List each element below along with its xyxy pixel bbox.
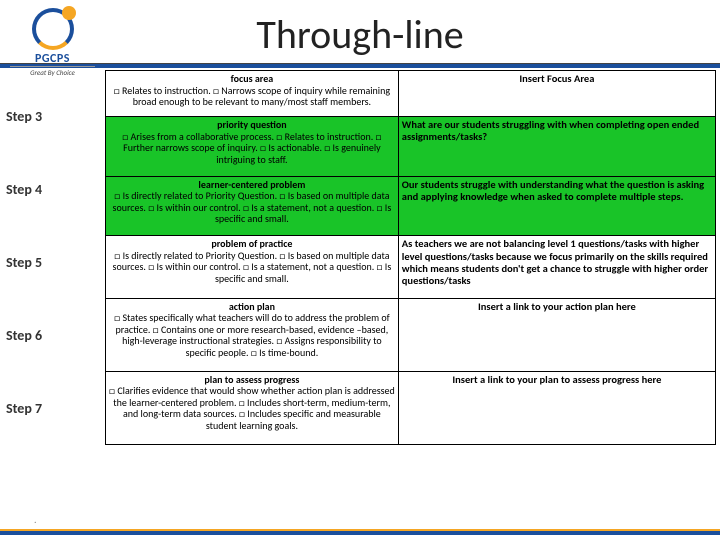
footer-divider xyxy=(0,529,720,535)
page-title: Through-line xyxy=(0,0,720,59)
steps-column: Step 3 Step 4 Step 5 Step 6 Step 7 xyxy=(0,70,105,445)
criteria-body: Is directly related to Priority Question… xyxy=(113,189,392,225)
step-label: Step 6 xyxy=(0,299,105,372)
criteria-body: Clarifies evidence that would show wheth… xyxy=(109,384,395,432)
step-label: Step 7 xyxy=(0,372,105,445)
response-cell: As teachers we are not balancing level 1… xyxy=(398,236,715,298)
criteria-cell: plan to assess progressClarifies evidenc… xyxy=(106,371,399,444)
step-label: Step 5 xyxy=(0,226,105,299)
step-label: Step 3 xyxy=(0,80,105,153)
logo-ring-icon xyxy=(32,8,74,50)
throughline-table: focus areaRelates to instruction. □ Narr… xyxy=(105,70,716,445)
criteria-cell: action planStates specifically what teac… xyxy=(106,298,399,371)
criteria-cell: focus areaRelates to instruction. □ Narr… xyxy=(106,71,399,117)
criteria-body: Arises from a collaborative process. □ R… xyxy=(122,130,381,166)
step-label: Step 4 xyxy=(0,153,105,226)
title-divider xyxy=(0,63,720,68)
criteria-body: Relates to instruction. □ Narrows scope … xyxy=(114,84,390,109)
criteria-cell: problem of practiceIs directly related t… xyxy=(106,236,399,298)
criteria-body: States specifically what teachers will d… xyxy=(114,311,390,359)
footer-dot: . xyxy=(34,513,37,526)
response-cell: What are our students struggling with wh… xyxy=(398,117,715,177)
response-cell: Our students struggle with understanding… xyxy=(398,176,715,236)
criteria-cell: priority questionArises from a collabora… xyxy=(106,117,399,177)
pgcps-logo: PGCPS Great By Choice xyxy=(10,8,95,77)
logo-main-text: PGCPS xyxy=(10,52,95,66)
criteria-cell: learner-centered problemIs directly rela… xyxy=(106,176,399,236)
response-cell: Insert a link to your action plan here xyxy=(398,298,715,371)
criteria-body: Is directly related to Priority Question… xyxy=(113,249,392,285)
response-cell: Insert a link to your plan to assess pro… xyxy=(398,371,715,444)
response-cell: Insert Focus Area xyxy=(398,71,715,117)
